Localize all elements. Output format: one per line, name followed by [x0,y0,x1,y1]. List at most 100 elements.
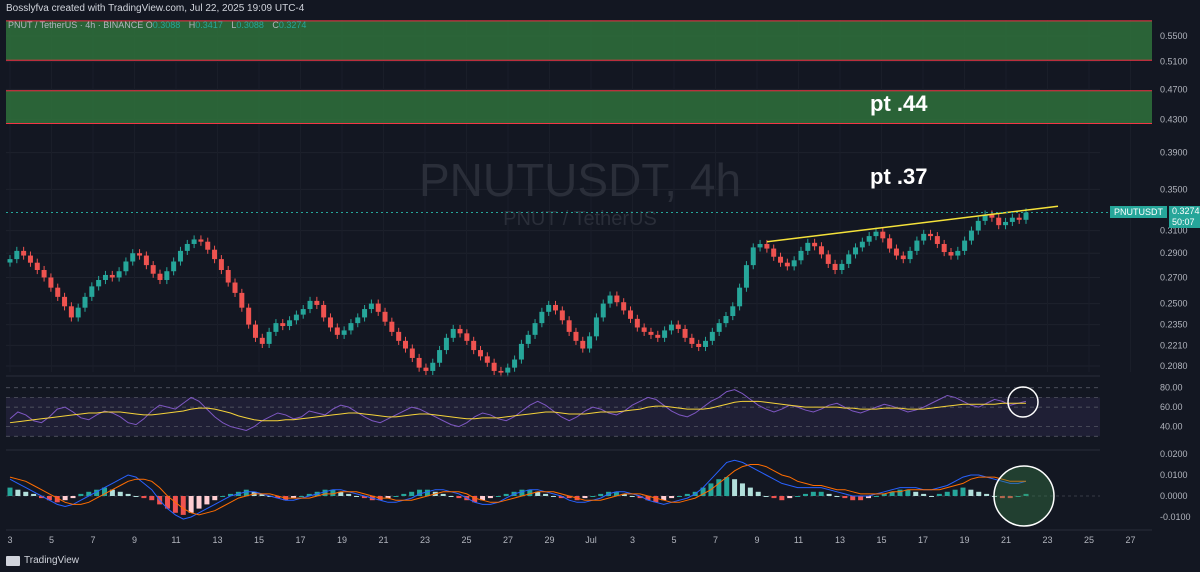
tradingview-logo[interactable]: TradingView [6,555,79,566]
candle-body [184,243,190,251]
candle-body [921,233,927,241]
macd-highlight-circle [993,465,1055,527]
macd-histogram-bar [165,496,171,509]
macd-histogram-bar [795,496,801,497]
time-axis-label: 11 [794,535,803,545]
candle-body [334,327,340,335]
macd-histogram-bar [23,491,29,496]
rsi-band [6,397,1100,437]
macd-histogram-bar [228,493,234,496]
macd-histogram-bar [70,496,76,499]
candle-body [266,331,272,344]
candle-body [89,286,95,297]
price-axis-label: 0.2350 [1160,320,1188,330]
time-axis-label: 15 [876,535,886,545]
candles [7,208,1029,377]
candle-body [389,321,395,332]
candle-body [784,262,790,267]
macd-histogram-bar [149,496,155,501]
candle-body [648,331,654,335]
candle-body [109,274,115,278]
candle-body [130,253,136,262]
candle-body [805,242,811,251]
macd-histogram-bar [661,496,667,501]
time-axis-label: 19 [337,535,347,545]
macd-histogram-bar [472,496,478,503]
time-axis-label: 3 [630,535,635,545]
candle-body [102,274,108,280]
macd-histogram-bar [1007,496,1013,499]
candle-body [7,259,13,263]
macd-axis-label: 0.0200 [1160,449,1188,459]
time-axis-label: 25 [461,535,471,545]
macd-axis-label: -0.0100 [1160,512,1191,522]
candle-body [62,296,68,307]
time-axis-label: 15 [254,535,264,545]
macd-histogram-bar [417,489,423,496]
macd-histogram-bar [354,496,360,497]
candle-body [375,303,381,312]
candle-body [668,324,674,331]
candle-body [443,337,449,351]
macd-histogram-bar [1023,493,1029,496]
chart-canvas[interactable]: PNUTUSDT, 4h PNUT / TetherUS pt .44 pt .… [0,0,1200,552]
price-axis-label: 0.2080 [1160,361,1188,371]
candle-body [27,255,33,263]
candle-body [716,323,722,332]
candle-body [818,246,824,255]
macd-histogram-bar [401,493,407,496]
candle-body [212,249,218,260]
macd-histogram-bar [582,496,588,499]
legend-open: 0.3088 [152,20,181,30]
macd-histogram-bar [684,493,690,496]
macd-histogram-bar [78,493,84,496]
candle-body [68,306,74,318]
candle-body [778,256,784,263]
macd-histogram-bar [779,496,785,501]
candle-body [1023,212,1029,220]
candle-body [232,282,238,293]
candle-body [321,304,327,318]
time-axis-label: 3 [7,535,12,545]
macd-histogram-bar [62,496,68,501]
macd-histogram-bar [15,489,21,496]
candle-body [225,270,231,283]
annotation-pt-37: pt .37 [870,164,927,189]
candle-body [505,367,511,373]
candle-body [812,242,818,247]
macd-histogram-bar [897,489,903,496]
time-axis-label: 13 [835,535,845,545]
macd-histogram-bar [676,496,682,497]
macd-histogram-bar [732,479,738,496]
macd-histogram-bar [598,493,604,496]
candle-body [553,304,559,311]
macd-histogram-bar [928,496,934,497]
macd-histogram-bar [361,496,367,499]
macd-histogram-bar [495,496,501,497]
time-axis-label: 21 [378,535,388,545]
candle-body [866,236,872,242]
candle-body [75,307,81,318]
macd-histogram-bar [259,493,265,496]
candle-body [143,255,149,266]
macd-histogram-bar [716,479,722,496]
macd-histogram-bar [976,491,982,496]
price-axis-label: 0.5100 [1160,57,1188,67]
candle-body [450,328,456,338]
candle-body [205,241,211,250]
candle-body [546,304,552,312]
macd-histogram-bar [936,493,942,496]
candle-body [464,333,470,341]
macd-histogram-bar [220,496,226,497]
macd-histogram-bar [503,493,509,496]
macd-histogram-bar [125,493,131,496]
candle-body [409,348,415,358]
candle-body [300,309,306,315]
candle-body [662,330,668,338]
macd-histogram-bar [1015,496,1021,497]
candle-body [825,254,831,264]
price-axis-label: 0.3900 [1160,148,1188,158]
candle-body [614,295,620,303]
macd-histogram-bar [960,487,966,496]
legend-close: 0.3274 [278,20,307,30]
